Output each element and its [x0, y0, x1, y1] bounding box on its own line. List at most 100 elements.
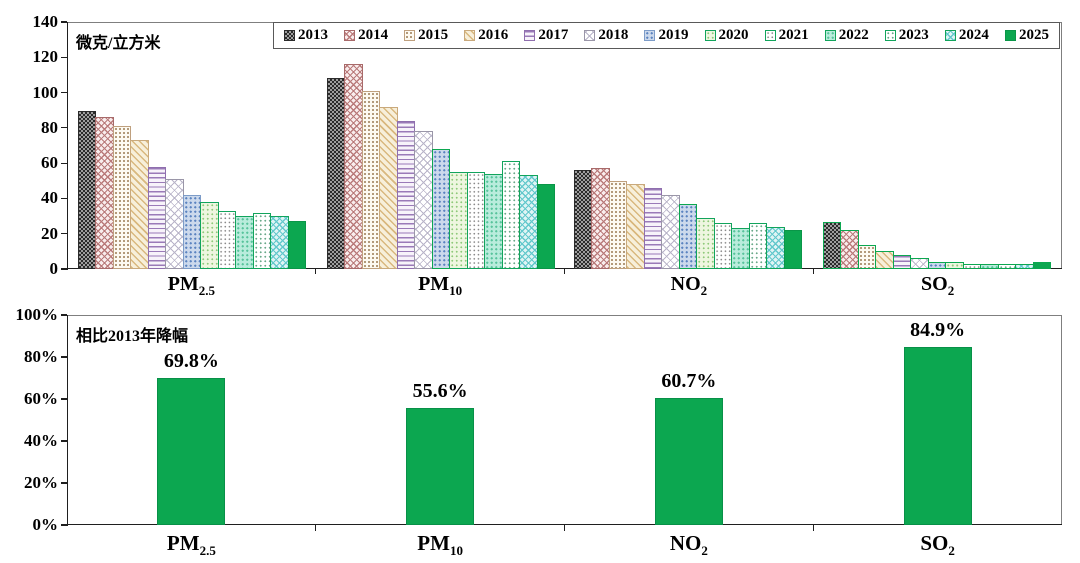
bar-PM2.5-2013 — [78, 111, 97, 269]
bottom-ytick-label: 80% — [24, 347, 58, 366]
top-ytick-label: 60 — [41, 153, 58, 173]
top-xlabel-PM10: PM10 — [418, 273, 463, 298]
top-x-axis — [67, 267, 1062, 270]
bar-SO2-2015 — [857, 245, 877, 269]
legend-swatch-2015 — [404, 30, 416, 41]
bar-PM2.5-2020 — [200, 201, 219, 269]
bar-PM10-2017 — [396, 120, 416, 269]
bar-SO2-2025 — [1032, 261, 1051, 269]
bar-PM2.5-2017 — [147, 166, 167, 269]
legend: 2013 2014 2015 2016 2017 2018 2019 2020 2021 2022… — [273, 22, 1060, 49]
legend-item-2018: 2018 — [584, 27, 628, 44]
bottom-ytick-mark — [61, 356, 67, 358]
bottom-xlabel-PM2.5: PM2.5 — [166, 531, 216, 559]
top-ytick-mark — [61, 91, 67, 94]
bar-PM2.5-2015 — [112, 126, 132, 269]
bar-PM10-2021 — [466, 171, 486, 269]
bar-NO2-2021 — [713, 223, 733, 269]
legend-swatch-2017 — [524, 30, 536, 41]
top-ytick-mark — [61, 162, 67, 164]
legend-label: 2019 — [658, 27, 689, 43]
top-ytick-mark — [61, 233, 67, 235]
bar-PM2.5-2025 — [287, 221, 306, 269]
decline-value-PM10: 55.6% — [412, 380, 468, 403]
bar-SO2-2014 — [840, 230, 859, 269]
bar-PM10-2018 — [414, 131, 433, 269]
bottom-y-axis — [66, 315, 68, 526]
legend-label: 2020 — [718, 27, 749, 43]
bar-NO2-2016 — [626, 184, 645, 269]
legend-item-2014: 2014 — [344, 27, 388, 44]
top-ytick-mark — [61, 21, 67, 23]
bar-NO2-2020 — [696, 217, 715, 269]
legend-item-2015: 2015 — [404, 27, 448, 44]
bottom-ytick-mark — [61, 398, 67, 400]
bar-SO2-2024 — [1015, 263, 1034, 269]
bar-SO2-2016 — [875, 251, 894, 269]
bar-PM10-2025 — [536, 184, 555, 269]
bottom-ytick-label: 100% — [15, 305, 59, 324]
legend-item-2019: 2019 — [644, 27, 688, 44]
decline-value-SO2: 84.9% — [910, 318, 966, 341]
top-ytick-label: 100 — [32, 82, 59, 102]
bar-NO2-2014 — [591, 168, 610, 269]
top-group-boundary-tick — [315, 269, 317, 274]
top-ytick-label: 20 — [41, 223, 58, 243]
bar-NO2-2013 — [574, 170, 593, 269]
bar-NO2-2019 — [678, 203, 698, 269]
bar-SO2-2022 — [980, 263, 999, 269]
bar-PM10-2022 — [484, 173, 503, 269]
legend-label: 2013 — [298, 27, 328, 43]
top-ytick-mark — [61, 268, 67, 270]
legend-label: 2023 — [898, 27, 929, 43]
bar-PM10-2023 — [501, 161, 521, 269]
legend-label: 2016 — [478, 27, 509, 43]
top-xlabel-SO2: SO2 — [921, 273, 955, 298]
bar-NO2-2024 — [766, 226, 785, 269]
legend-swatch-2020 — [704, 30, 716, 41]
bar-PM2.5-2019 — [182, 194, 202, 269]
legend-swatch-2014 — [344, 30, 356, 41]
bottom-ytick-mark — [61, 524, 67, 526]
bar-PM10-2016 — [379, 106, 398, 269]
bar-PM10-2015 — [361, 90, 381, 269]
bar-NO2-2015 — [608, 180, 628, 269]
top-ytick-mark — [61, 197, 67, 200]
bar-NO2-2025 — [783, 230, 802, 269]
bar-PM2.5-2014 — [95, 117, 114, 269]
bar-SO2-2017 — [892, 254, 912, 269]
bar-SO2-2019 — [927, 261, 947, 269]
top-group-boundary-tick — [812, 269, 814, 274]
top-ytick-label: 40 — [41, 188, 58, 208]
bottom-x-axis — [67, 523, 1062, 526]
bar-SO2-2023 — [997, 263, 1017, 269]
legend-swatch-2024 — [944, 30, 956, 41]
bar-NO2-2018 — [661, 194, 680, 269]
legend-label: 2015 — [418, 27, 449, 43]
top-xlabel-PM2.5: PM2.5 — [167, 273, 216, 298]
bar-SO2-2018 — [910, 258, 929, 269]
decline-value-NO2: 60.7% — [661, 369, 717, 392]
bar-NO2-2017 — [643, 187, 663, 269]
legend-item-2017: 2017 — [524, 27, 568, 44]
legend-item-2013: 2013 — [284, 27, 328, 44]
legend-item-2016: 2016 — [464, 27, 508, 44]
bottom-ytick-mark — [61, 314, 67, 316]
legend-swatch-2016 — [464, 30, 476, 41]
bar-PM2.5-2024 — [270, 216, 289, 269]
bottom-xlabel-SO2: SO2 — [920, 531, 955, 559]
bar-PM2.5-2023 — [252, 212, 272, 269]
bar-PM10-2014 — [344, 64, 363, 269]
bar-PM10-2024 — [519, 175, 538, 269]
legend-item-2023: 2023 — [884, 27, 929, 44]
legend-label: 2024 — [958, 27, 989, 43]
bar-PM2.5-2022 — [235, 216, 254, 269]
bottom-ytick-label: 60% — [24, 389, 58, 408]
top-xlabel-NO2: NO2 — [670, 273, 708, 298]
bar-NO2-2022 — [731, 228, 750, 269]
bottom-xlabel-NO2: NO2 — [669, 531, 708, 559]
top-ytick-mark — [61, 56, 67, 58]
decline-bar-PM2.5 — [157, 378, 226, 525]
bottom-ytick-label: 0% — [32, 515, 59, 534]
